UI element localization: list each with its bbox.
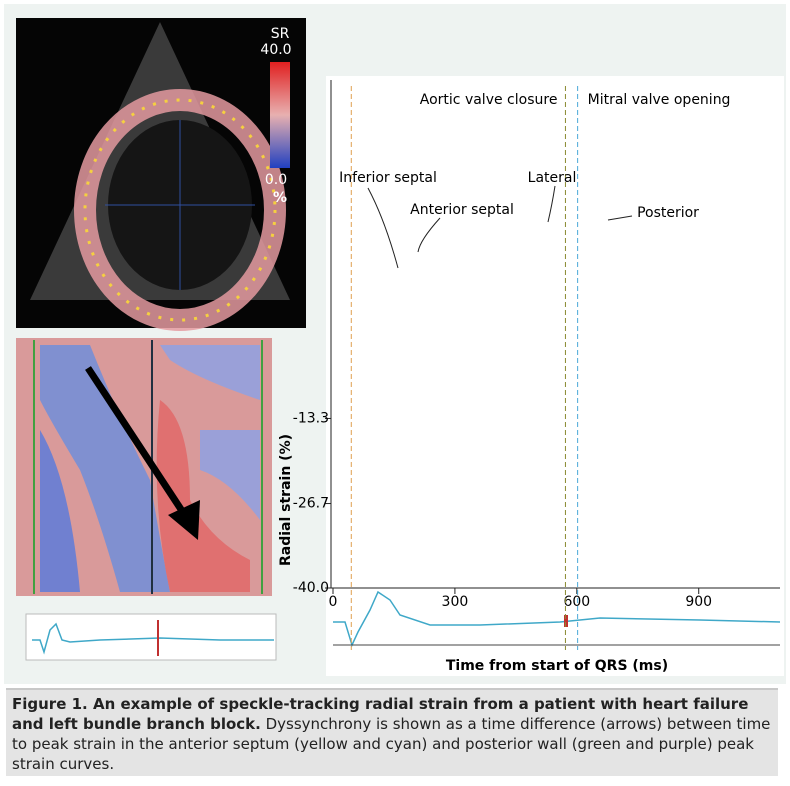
x-tick-label: 600 (563, 594, 590, 610)
curve-annotation: Lateral (528, 170, 577, 186)
x-tick-label: 0 (329, 594, 338, 610)
ecg-strip (25, 613, 277, 661)
scale-title: SR (271, 26, 290, 42)
event-label: Mitral valve opening (588, 92, 731, 108)
y-tick-label: -13.3 (293, 410, 329, 426)
chart-ecg (333, 590, 781, 648)
y-axis-label: Radial strain (%) (278, 434, 294, 566)
annotation-pointers (367, 185, 633, 269)
x-axis-label: Time from start of QRS (ms) (446, 658, 668, 674)
curve-annotation: Posterior (637, 205, 699, 221)
y-tick-label: -40.0 (293, 580, 329, 596)
x-tick-label: 300 (442, 594, 469, 610)
event-label: Aortic valve closure (420, 92, 558, 108)
curve-annotation: Anterior septal (410, 202, 514, 218)
scale-min: 0.0 (265, 172, 287, 188)
caption: Figure 1. An example of speckle-tracking… (6, 688, 778, 776)
x-tick-label: 900 (685, 594, 712, 610)
y-tick-label: -26.7 (293, 496, 329, 512)
scale-max: 40.0 (260, 42, 291, 58)
curve-annotation: Inferior septal (339, 170, 437, 186)
ecg-marker (564, 615, 568, 627)
echo-image: SR 40.0 0.0 % (16, 18, 306, 331)
strain-map (16, 338, 272, 596)
chart-panel (326, 76, 784, 676)
caption-title: Figure 1. An example of speckle-tracking… (12, 695, 749, 733)
scale-unit: % (273, 190, 287, 206)
caption-text: Dyssynchrony is shown as a time differen… (12, 715, 771, 773)
